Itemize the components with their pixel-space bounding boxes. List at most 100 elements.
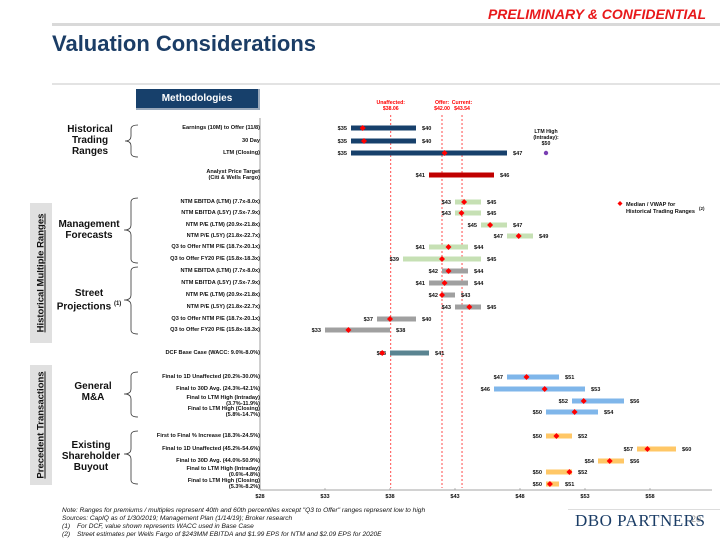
footnote-ref: (1) [113, 301, 122, 307]
high-label: $47 [513, 151, 522, 157]
ltm-high-value: $50 [542, 141, 551, 147]
legend-marker-icon [617, 201, 623, 206]
high-label: $49 [539, 234, 548, 240]
high-label: $44 [474, 281, 484, 287]
footnote-num: (1) [62, 523, 71, 530]
footnote-note: Note: Ranges for premiums / multiples re… [62, 507, 426, 514]
reference-label: Unaffected: [377, 100, 406, 106]
section-tab-historical-multiples: Historical Multiple Ranges [30, 203, 52, 343]
row-label: NTM P/E (L5Y) (21.8x-22.7x) [186, 304, 260, 310]
row-label: NTM EBITDA (LTM) (7.7x-8.0x) [180, 199, 260, 205]
low-label: $50 [533, 470, 542, 476]
range-bar [572, 398, 624, 404]
median-marker [458, 210, 465, 216]
row-label: Final to LTM High (Closing) (5.3%-8.2%) [187, 478, 260, 491]
median-marker [546, 481, 553, 487]
group-street-projections: Street Projections (1) [54, 288, 124, 312]
row-label: Final to 1D Unaffected (45.2%-54.6%) [162, 446, 260, 452]
x-tick-label: $43 [450, 494, 459, 500]
row-label: NTM P/E (LTM) (20.9x-21.8x) [185, 292, 260, 298]
low-label: $47 [494, 375, 503, 381]
footnote-1: (1) For DCF, value shown represents WACC … [62, 523, 425, 531]
low-label: $33 [312, 328, 321, 334]
median-marker [644, 446, 651, 452]
low-label: $46 [481, 387, 490, 393]
low-label: $35 [338, 126, 347, 132]
median-marker [387, 316, 393, 322]
ltm-high-label: (Intraday): [533, 135, 559, 141]
low-label: $37 [364, 317, 373, 323]
median-marker [445, 268, 452, 274]
median-marker [541, 386, 548, 392]
low-label: $43 [442, 305, 451, 311]
low-label: $43 [442, 200, 451, 206]
median-marker [571, 409, 578, 415]
brace [124, 124, 139, 158]
reference-value: $42.00 [434, 106, 450, 112]
range-bar [507, 374, 559, 380]
low-label: $50 [533, 482, 542, 488]
low-label: $52 [559, 399, 568, 405]
low-label: $45 [468, 223, 477, 229]
group-historical-trading: Historical Trading Ranges [67, 124, 113, 157]
high-label: $45 [487, 305, 496, 311]
methodologies-header: Methodologies [136, 89, 260, 110]
low-label: $47 [494, 234, 503, 240]
low-label: $50 [533, 434, 542, 440]
legend-label: Historical Trading Ranges [626, 209, 695, 215]
reference-value: $43.54 [454, 106, 470, 112]
median-marker [580, 398, 587, 404]
median-marker [553, 433, 560, 439]
row-label: DCF Base Case (WACC: 9.0%-8.0%) [165, 350, 261, 356]
page-number: 20 [691, 514, 702, 524]
high-label: $53 [591, 387, 600, 393]
row-label: Final to LTM High (Intraday) (3.7%-11.9%… [186, 395, 260, 408]
reference-value: $38.06 [383, 106, 399, 112]
row-label: LTM (Closing) [223, 150, 260, 156]
row-label: Earnings (10M) to Offer (11/8) [182, 125, 260, 131]
low-label: $42 [429, 293, 438, 299]
high-label: $45 [487, 200, 496, 206]
high-label: $51 [565, 482, 574, 488]
range-bar [325, 327, 390, 333]
median-marker [515, 233, 522, 239]
median-marker [439, 292, 445, 298]
median-marker [441, 150, 448, 156]
high-label: $60 [682, 447, 691, 453]
median-marker [345, 327, 352, 333]
low-label: $39 [390, 257, 399, 263]
brace [123, 197, 139, 264]
row-label: NTM EBITDA (L5Y) (7.5x-7.9x) [181, 280, 260, 286]
range-bar [351, 138, 416, 144]
high-label: $52 [578, 434, 587, 440]
reference-label: Current: [452, 100, 473, 106]
high-label: $54 [604, 410, 614, 416]
high-label: $52 [578, 470, 587, 476]
high-label: $46 [500, 173, 509, 179]
median-marker [461, 199, 468, 205]
high-label: $56 [630, 399, 639, 405]
range-bar [455, 210, 481, 216]
range-bar [442, 268, 468, 274]
top-divider [52, 23, 720, 26]
range-bar [351, 150, 507, 156]
low-label: $57 [624, 447, 633, 453]
high-label: $40 [422, 317, 431, 323]
row-label: NTM P/E (LTM) (20.9x-21.8x) [185, 222, 260, 228]
high-label: $51 [565, 375, 574, 381]
median-marker [359, 125, 366, 131]
x-tick-label: $58 [645, 494, 654, 500]
row-label: Analyst Price Target (Citi & Wells Fargo… [206, 169, 260, 182]
brace [123, 266, 139, 335]
low-label: $42 [429, 269, 438, 275]
low-label: $50 [533, 410, 542, 416]
group-management-forecasts: Management Forecasts [58, 219, 120, 241]
footnotes: Note: Ranges for premiums / multiples re… [62, 507, 425, 539]
high-label: $40 [422, 139, 431, 145]
dbo-partners-logo: DBO PARTNERS [575, 511, 706, 530]
range-bar [637, 446, 676, 452]
footnote-2: (2) Street estimates per Wells Fargo of $… [62, 531, 425, 539]
median-marker [566, 469, 573, 475]
high-label: $38 [396, 328, 405, 334]
